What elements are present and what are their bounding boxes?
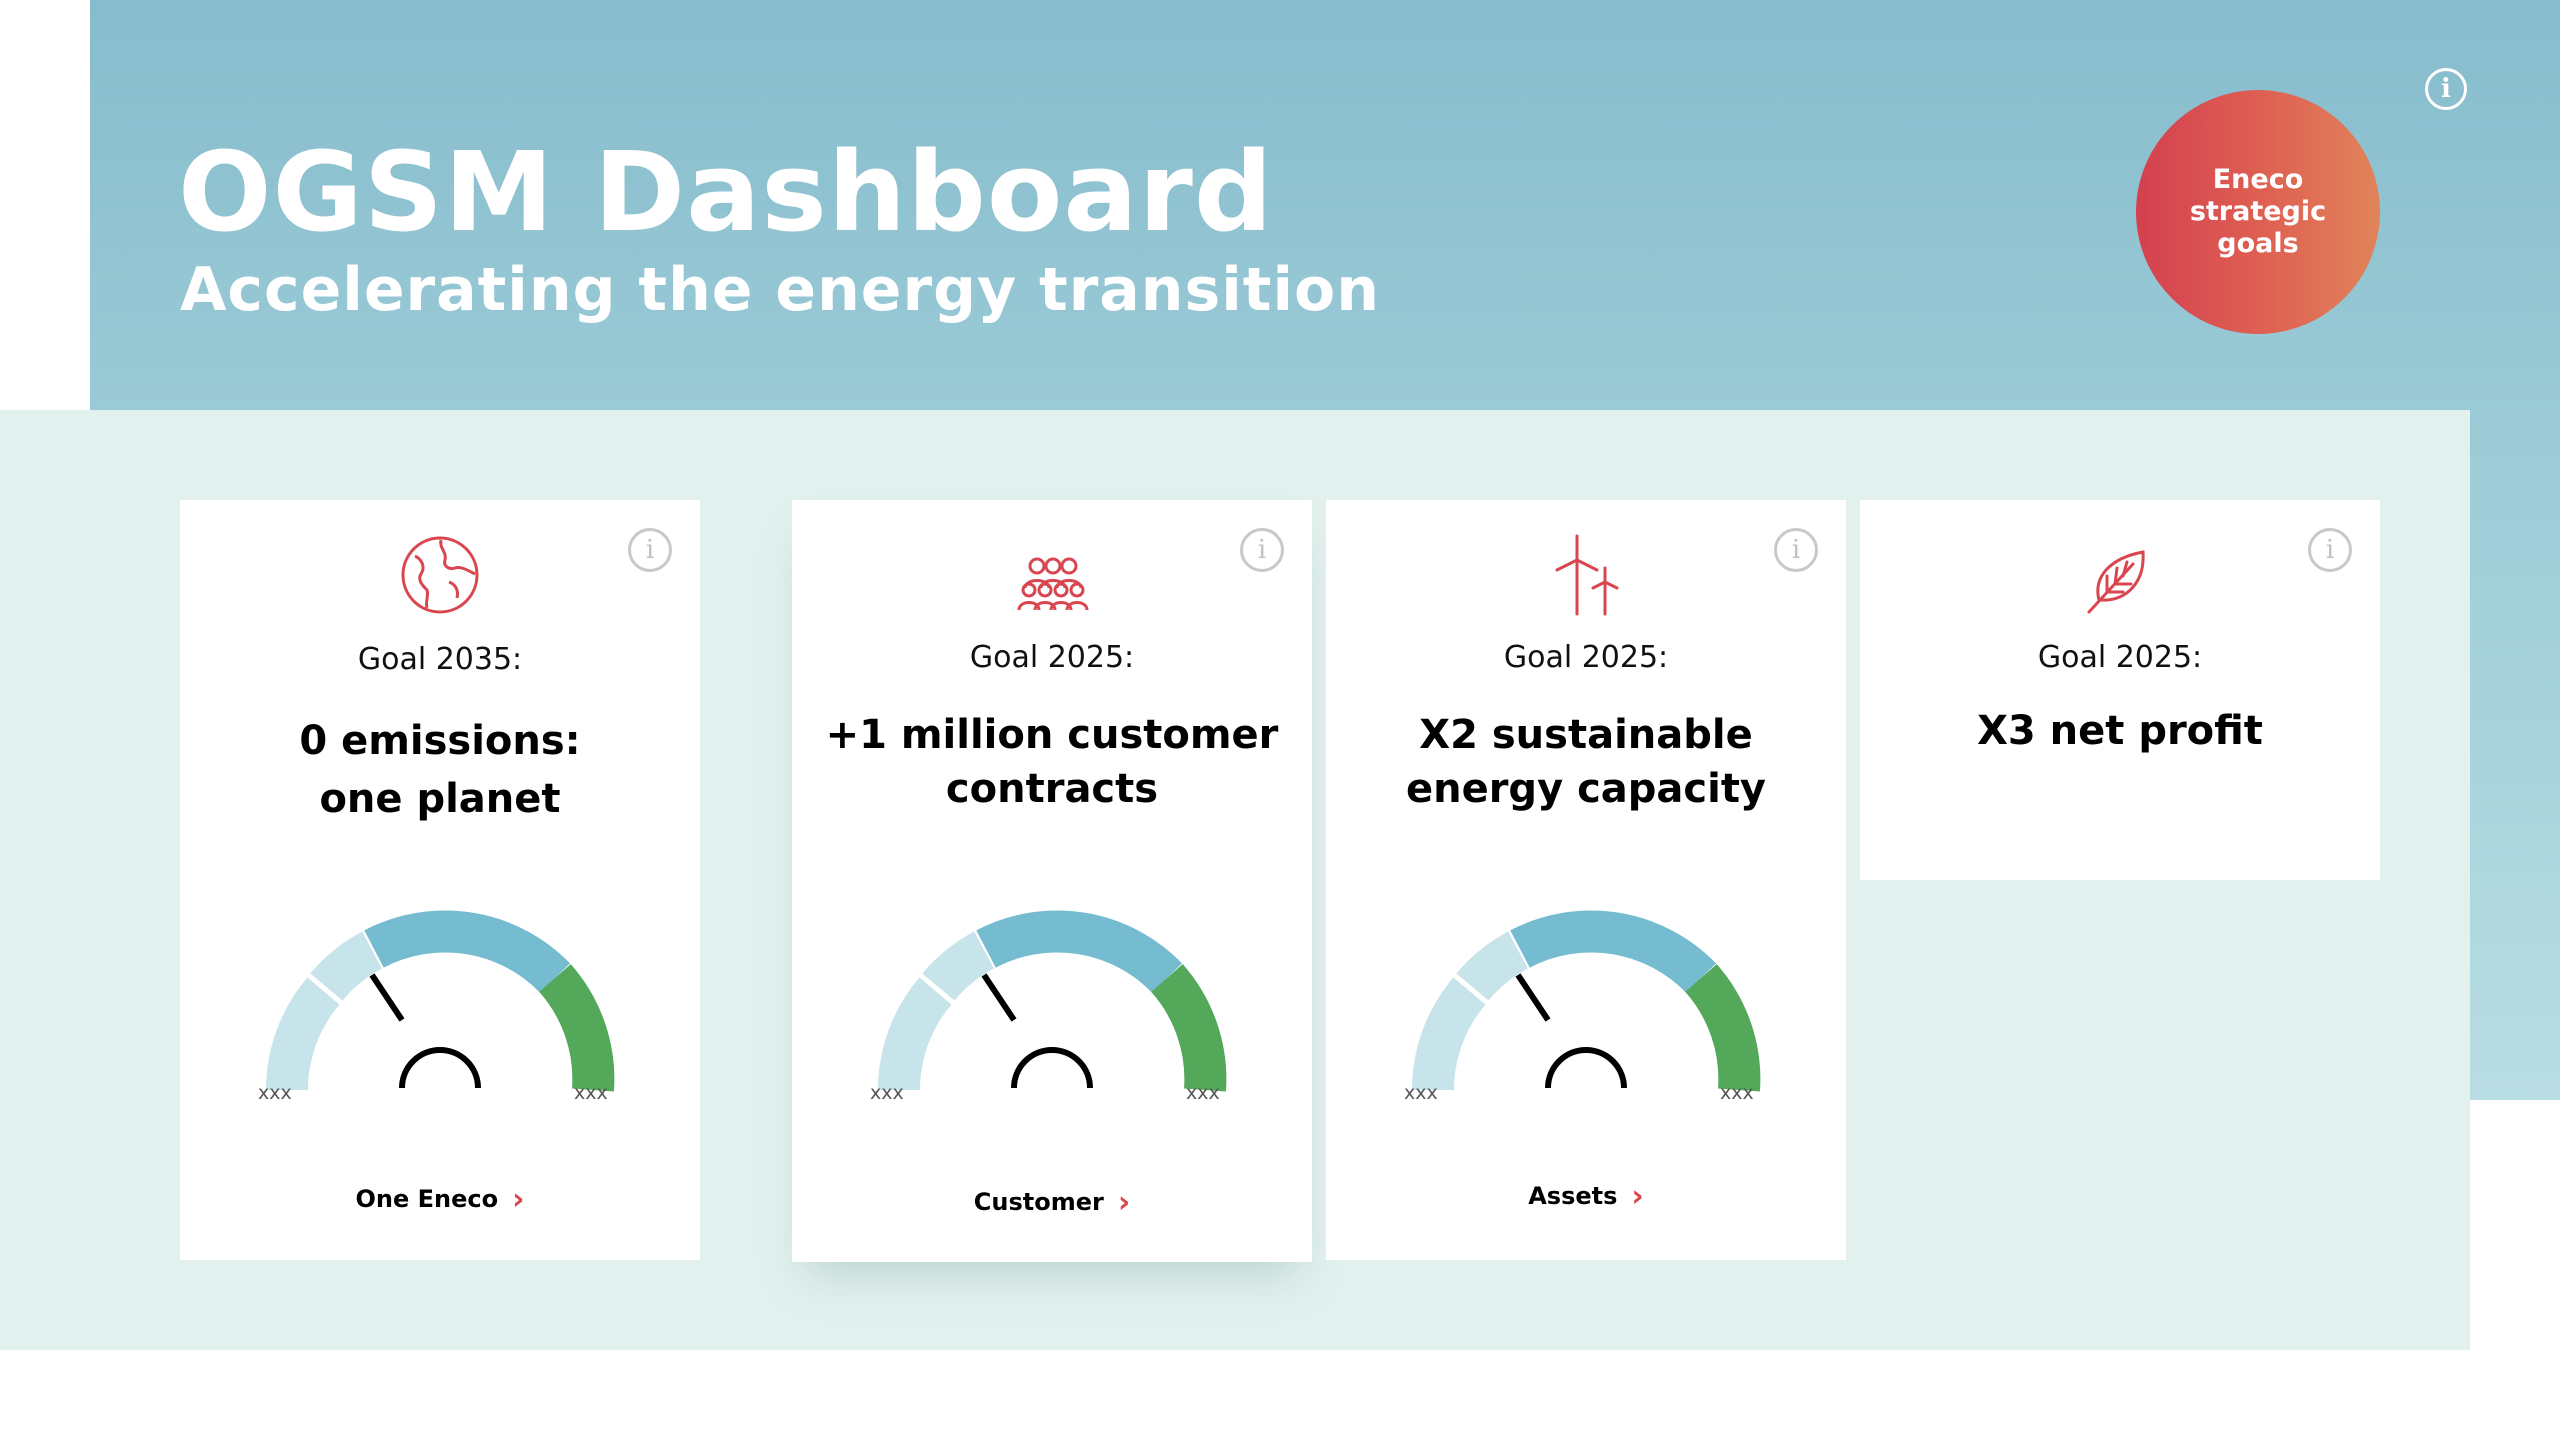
gauge-min-label: xxx xyxy=(1404,1082,1438,1104)
gauge-min-label: xxx xyxy=(258,1082,292,1104)
goal-card-assets: i Goal 2025: X2 sustainable energy capac… xyxy=(1326,500,1846,1260)
goal-label: Goal 2025: xyxy=(969,640,1135,675)
goal-target: +1 million customer contracts xyxy=(825,712,1279,812)
wind-turbines-icon xyxy=(1555,534,1619,616)
goal-card-one-eneco: i Goal 2035: 0 emissions: one planet xxx… xyxy=(180,500,700,1260)
people-icon xyxy=(1017,557,1089,611)
gauge xyxy=(266,910,615,1092)
card-info-icon[interactable]: i xyxy=(1774,528,1818,572)
leaf-icon xyxy=(2087,550,2145,614)
link-label: Customer xyxy=(973,1188,1104,1216)
link-label: Assets xyxy=(1528,1182,1618,1210)
gauge xyxy=(878,910,1227,1092)
page-subtitle: Accelerating the energy transition xyxy=(180,255,1380,325)
assets-link[interactable]: Assets › xyxy=(1326,1177,1846,1214)
gauge-needle xyxy=(1515,973,1627,1089)
one-eneco-link[interactable]: One Eneco › xyxy=(180,1180,700,1217)
card-info-icon[interactable]: i xyxy=(1240,528,1284,572)
goal-label: Goal 2025: xyxy=(1503,640,1669,675)
chevron-right-icon: › xyxy=(1117,1185,1131,1220)
gauge-needle xyxy=(981,973,1093,1089)
strategic-goals-button[interactable]: Eneco strategic goals xyxy=(2136,90,2380,334)
page-title: OGSM Dashboard xyxy=(178,128,1274,256)
gauge-max-label: xxx xyxy=(1186,1082,1220,1104)
goal-card-customer: i Goal 2025: +1 million customer contrac… xyxy=(792,500,1312,1262)
chevron-right-icon: › xyxy=(1631,1179,1644,1214)
strategic-goals-label: Eneco strategic goals xyxy=(2189,164,2327,259)
gauge-max-label: xxx xyxy=(574,1082,608,1104)
link-label: One Eneco xyxy=(355,1185,499,1213)
globe-icon xyxy=(401,536,479,614)
card-info-icon[interactable]: i xyxy=(2308,528,2352,572)
card-info-icon[interactable]: i xyxy=(628,528,672,572)
goal-target: X3 net profit xyxy=(1977,708,2263,754)
goal-target: 0 emissions: one planet xyxy=(299,718,581,822)
goal-target: X2 sustainable energy capacity xyxy=(1405,712,1767,812)
gauge-min-label: xxx xyxy=(870,1082,904,1104)
goal-label: Goal 2035: xyxy=(357,642,523,677)
chevron-right-icon: › xyxy=(512,1182,525,1217)
gauge-needle xyxy=(369,973,481,1089)
goal-label: Goal 2025: xyxy=(2037,640,2203,675)
gauge xyxy=(1412,910,1761,1092)
goal-card-net-profit: i Goal 2025: X3 net profit xyxy=(1860,500,2380,880)
info-icon[interactable]: i xyxy=(2425,68,2467,110)
gauge-max-label: xxx xyxy=(1720,1082,1754,1104)
customer-link[interactable]: Customer › xyxy=(792,1183,1312,1220)
